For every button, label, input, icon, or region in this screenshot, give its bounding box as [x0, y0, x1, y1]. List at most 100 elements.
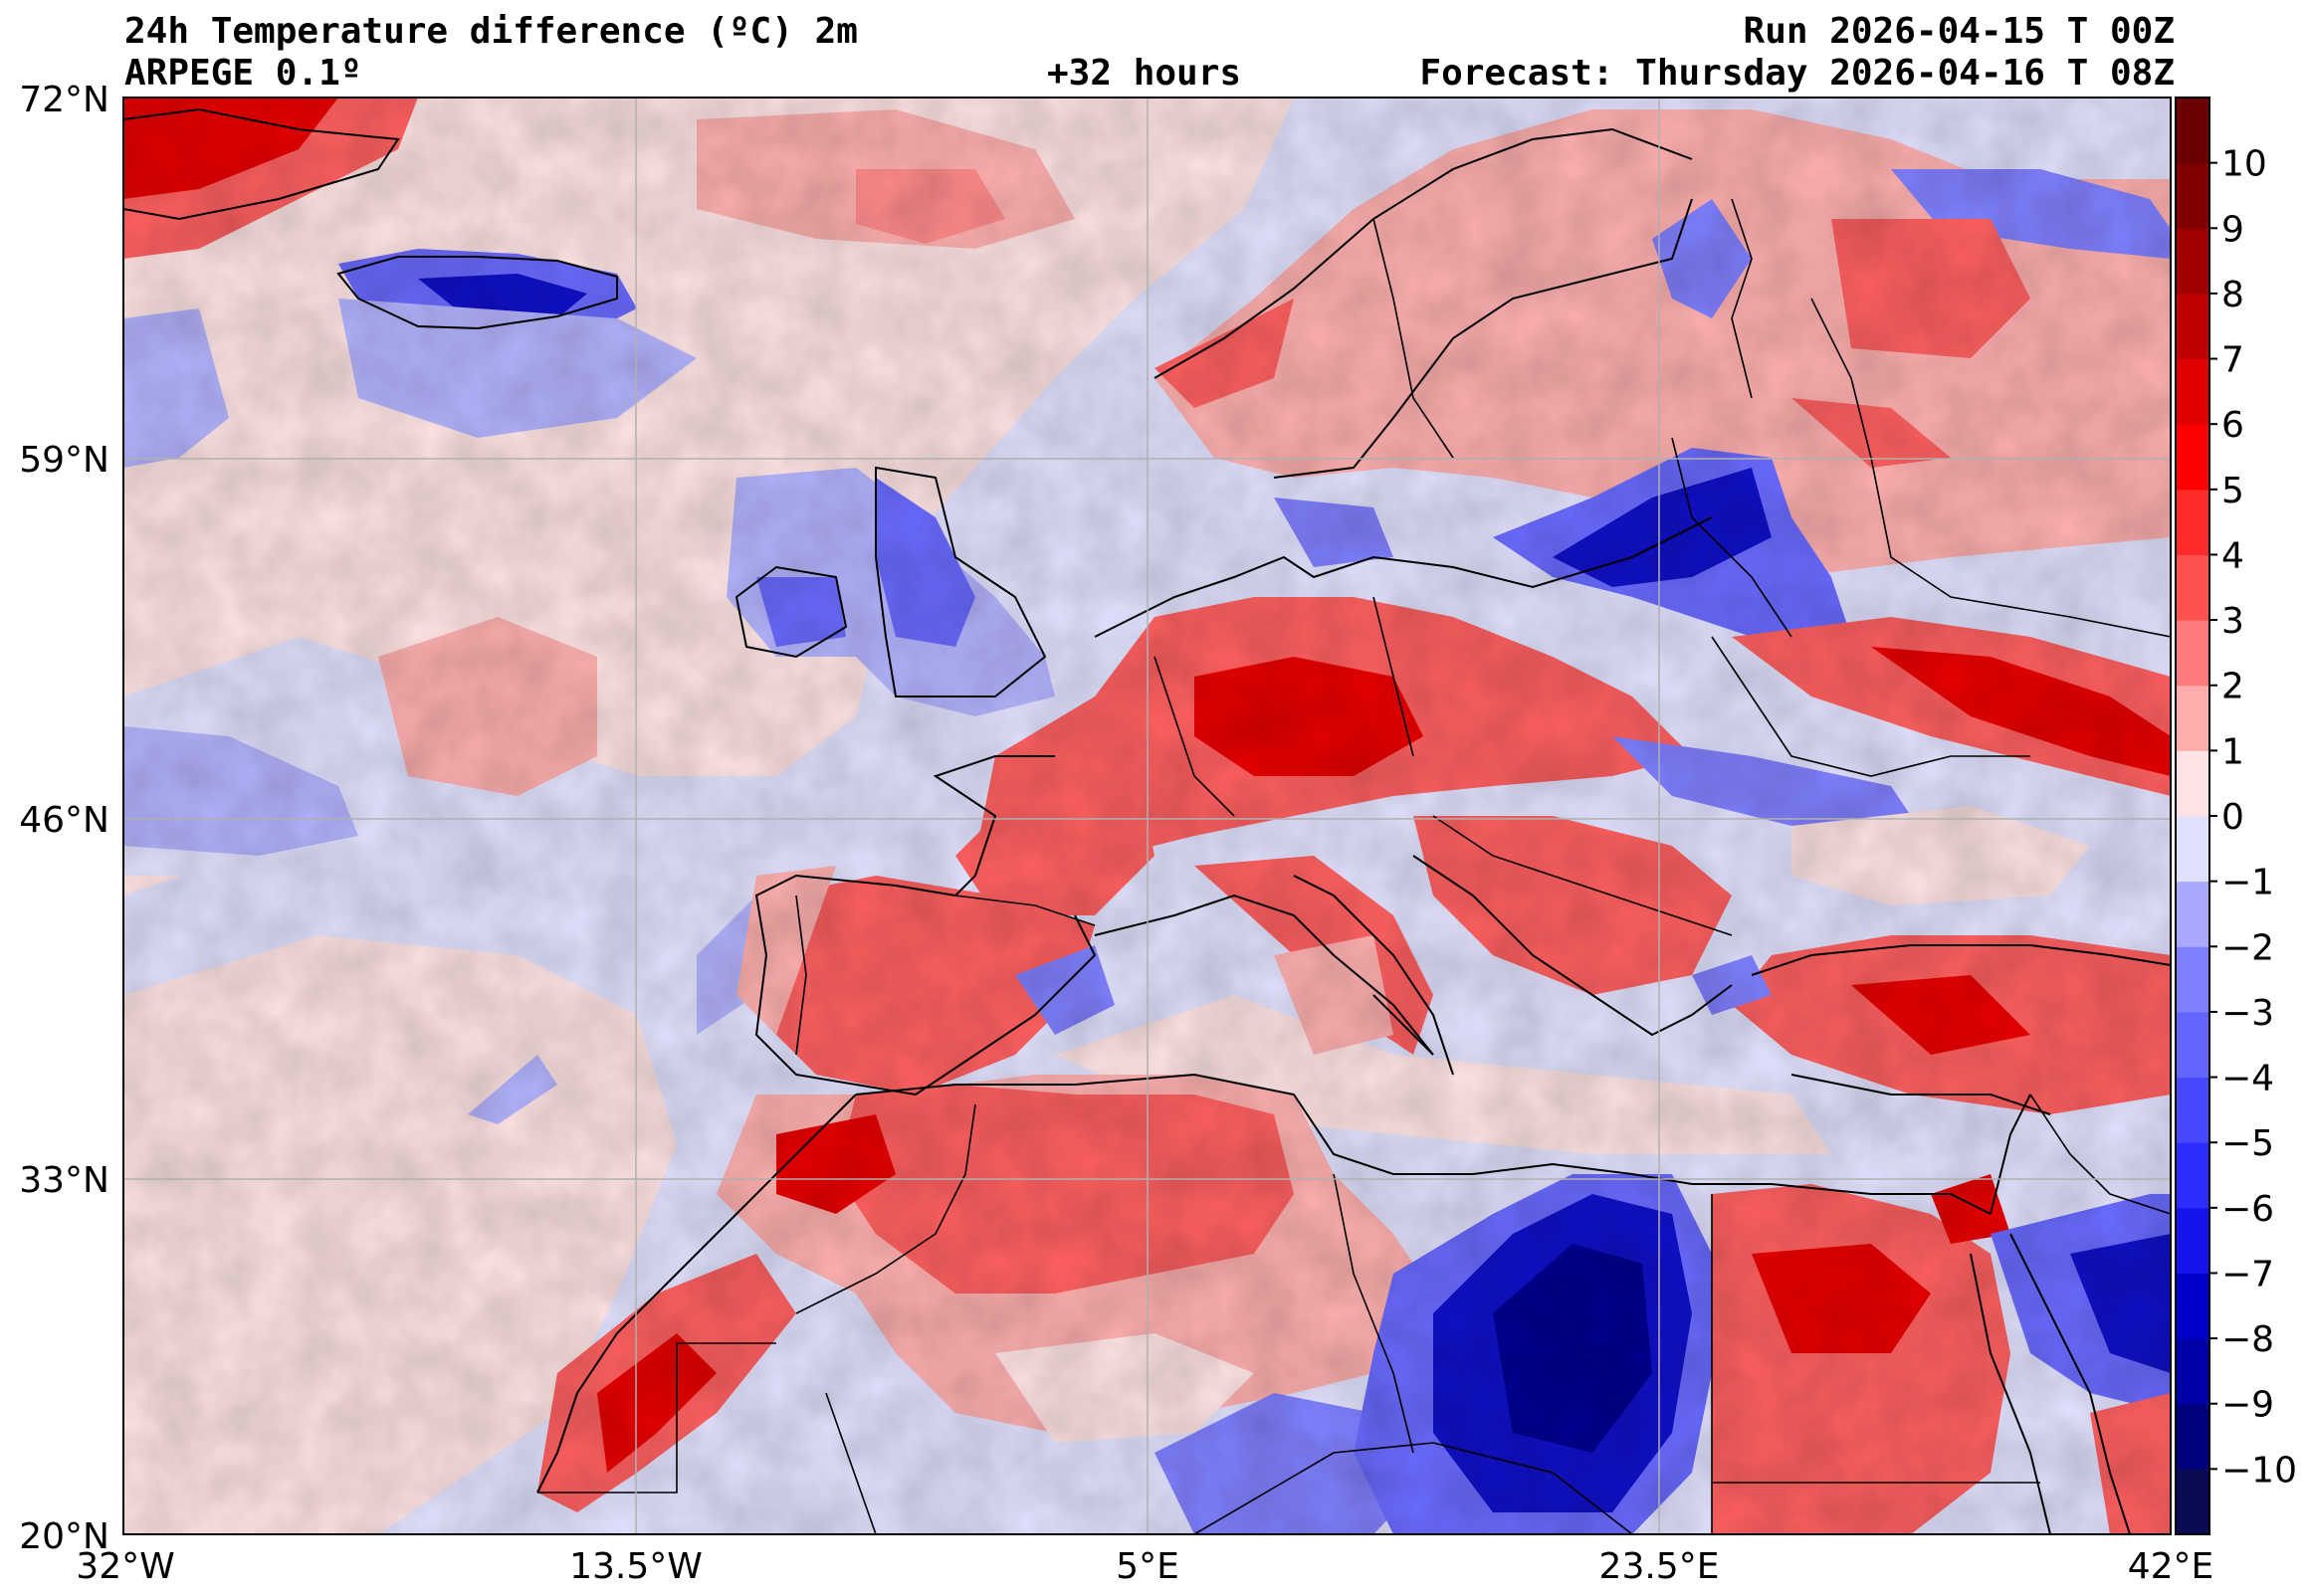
lat-label: 33°N: [19, 1160, 109, 1201]
colorbar-tick-label: 6: [2221, 405, 2244, 446]
chart-title: 24h Temperature difference (ºC) 2m: [124, 11, 858, 52]
colorbar-segment: [2176, 162, 2209, 229]
lat-label: 46°N: [19, 800, 109, 841]
colorbar-segment: [2176, 881, 2209, 947]
europe-atlantic-coast: [1094, 516, 1713, 638]
lat-label: 20°N: [19, 1516, 109, 1557]
colorbar-segment: [2176, 98, 2209, 164]
colorbar-segment: [2176, 424, 2209, 491]
coastlines: [123, 107, 2171, 1534]
gridlines: [123, 98, 2171, 1534]
border-mali-mauritania: [825, 1392, 877, 1534]
colorbar-tick-label: 8: [2221, 275, 2244, 315]
turkey-coast: [1751, 944, 2171, 976]
france-coast: [933, 755, 1055, 897]
colorbar-segment: [2176, 1273, 2209, 1339]
britain-coast: [875, 466, 1047, 698]
colorbar-segment: [2176, 1469, 2209, 1535]
border-niger-libya: [1193, 1442, 1633, 1534]
run-label: Run 2026-04-15 T 00Z: [1743, 11, 2175, 52]
border-france-germany: [1154, 656, 1235, 817]
model-label: ARPEGE 0.1º: [124, 53, 362, 94]
colorbar-segment: [2176, 946, 2209, 1013]
colorbar-segment: [2176, 1077, 2209, 1143]
border-norway-sweden: [1372, 218, 1454, 459]
colorbar-tick-label: −8: [2221, 1319, 2274, 1360]
border-middle-east: [2029, 1094, 2171, 1215]
border-ukraine: [1711, 636, 2030, 777]
balkan-coast: [1412, 855, 1733, 1037]
italy-coast: [1293, 875, 1454, 1076]
lat-label: 59°N: [19, 440, 109, 481]
colorbar-tick-label: 9: [2221, 209, 2244, 250]
colorbar-tick-label: −2: [2221, 927, 2274, 968]
colorbar-tick-label: 7: [2221, 340, 2244, 381]
lon-label: 5°E: [1116, 1546, 1179, 1587]
lon-axis: 32°W 13.5°W 5°E 23.5°E 42°E: [76, 1546, 2213, 1587]
arabia-coast: [2009, 1233, 2131, 1534]
colorbar-tick-label: −7: [2221, 1254, 2274, 1295]
colorbar-tick-label: −5: [2221, 1123, 2274, 1164]
colorbar-tick-label: 2: [2221, 667, 2244, 707]
map-frame: [122, 97, 2172, 1535]
colorbar-segment: [2176, 358, 2209, 425]
colorbar-tick-label: −1: [2221, 863, 2274, 903]
colorbar-tick-label: 1: [2221, 731, 2244, 772]
lon-label: 32°W: [76, 1546, 174, 1587]
colorbar-segment: [2176, 620, 2209, 687]
colorbar-tick-label: −3: [2221, 993, 2274, 1034]
colorbar-tick-label: −4: [2221, 1059, 2274, 1099]
turkey-south-coast: [1790, 1074, 2051, 1115]
colorbar-segment: [2176, 685, 2209, 751]
border-baltic-russia: [1671, 437, 1792, 638]
west-africa-coast: [536, 1094, 857, 1494]
colorbar-segment: [2176, 1207, 2209, 1274]
border-russia-east: [1810, 298, 2171, 638]
iceland-coast: [336, 256, 618, 330]
lat-axis: 72°N 59°N 46°N 33°N 20°N: [19, 80, 109, 1557]
red-sea-coast: [1970, 1253, 2051, 1534]
borders: [537, 198, 2171, 1534]
levant-coast: [1990, 1094, 2031, 1215]
colorbar-segment: [2176, 816, 2209, 883]
border-germany-poland: [1372, 596, 1414, 757]
greenland-coast: [123, 107, 400, 221]
colorbar-tick-label: −6: [2221, 1189, 2274, 1230]
iberia-coast: [754, 874, 1097, 1097]
colorbar-tick-label: 10: [2221, 144, 2267, 185]
border-finland-russia: [1731, 198, 1753, 399]
lon-label: 13.5°W: [569, 1546, 703, 1587]
colorbar-segment: [2176, 293, 2209, 360]
colorbar-tick-label: 5: [2221, 471, 2244, 511]
border-balkans: [1432, 815, 1733, 936]
colorbar-segment: [2176, 228, 2209, 295]
med-north-coast: [1094, 894, 1434, 1056]
colorbar-segment: [2176, 554, 2209, 621]
colorbar-tick-label: −10: [2221, 1450, 2297, 1491]
border-spain-france: [954, 895, 1096, 926]
border-algeria-libya: [1333, 1173, 1414, 1454]
colorbar-tick-label: 0: [2221, 797, 2244, 838]
colorbar-segment: [2176, 1338, 2209, 1405]
colorbar-tick-label: −9: [2221, 1385, 2274, 1426]
colorbar-segment: [2176, 1011, 2209, 1079]
lead-time-label: +32 hours: [1047, 53, 1242, 94]
colorbar-tick-label: 4: [2221, 535, 2244, 576]
ireland-coast: [735, 565, 848, 659]
colorbar-segment: [2176, 1142, 2209, 1209]
colorbar-tick-label: 3: [2221, 601, 2244, 642]
forecast-label: Forecast: Thursday 2026-04-16 T 08Z: [1419, 53, 2175, 94]
north-africa-coast: [855, 1073, 1992, 1215]
colorbar-segment: [2176, 750, 2209, 817]
lon-label: 42°E: [2128, 1546, 2214, 1587]
lon-label: 23.5°E: [1599, 1546, 1720, 1587]
norway-coast: [1154, 127, 1693, 379]
colorbar-segment: [2176, 489, 2209, 555]
border-spain-portugal: [795, 895, 807, 1056]
colorbar-segment: [2176, 1403, 2209, 1470]
border-algeria-morocco: [795, 1103, 976, 1314]
lat-label: 72°N: [19, 80, 109, 120]
border-sahara-south: [537, 1342, 776, 1494]
